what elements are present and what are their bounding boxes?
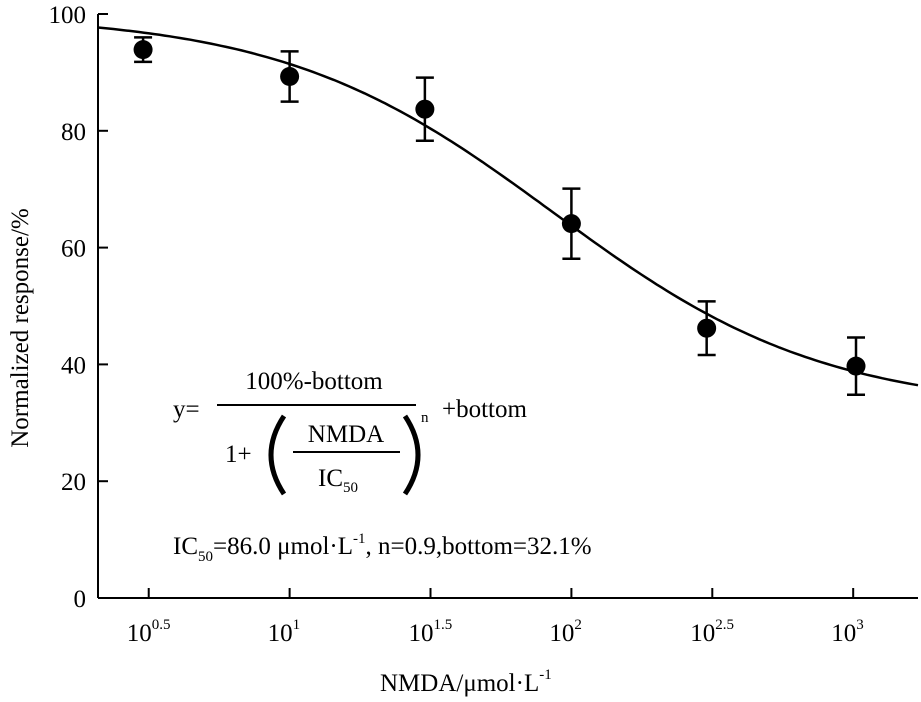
y-tick-label: 0 xyxy=(74,586,87,613)
data-point xyxy=(846,356,866,376)
x-tick-label: 103 xyxy=(831,617,864,647)
x-axis-title: NMDA/μmol·L-1 xyxy=(380,667,552,697)
fit-parameters: IC50=86.0 μmol·L-1, n=0.9,bottom=32.1% xyxy=(173,531,592,565)
x-axis-ticks: 100.5 101 101.5 102 102.5 103 xyxy=(127,588,864,647)
x-axis-title-sup: -1 xyxy=(539,667,552,683)
equation-one-plus: 1+ xyxy=(225,441,252,468)
axes xyxy=(97,14,918,599)
x-tick-label: 101.5 xyxy=(409,617,453,647)
equation-lhs: y= xyxy=(173,396,200,423)
fit-curve-group xyxy=(97,26,919,387)
data-point xyxy=(697,318,717,338)
x-axis-title-main: NMDA/μmol·L xyxy=(380,670,539,697)
data-point xyxy=(133,40,153,60)
fit-curve xyxy=(97,26,919,387)
equation-left-paren xyxy=(268,414,287,496)
equation-right-paren xyxy=(402,414,421,496)
y-tick-label: 20 xyxy=(61,469,86,496)
y-tick-label: 80 xyxy=(61,119,86,146)
equation-exponent: n xyxy=(421,410,429,426)
equation-inner-denominator: IC50 xyxy=(318,465,358,496)
y-axis-title: Normalized response/% xyxy=(7,208,34,448)
fit-equation: y= 100%-bottom 1+ NMDA IC50 n +bottom xyxy=(173,368,527,496)
y-tick-label: 100 xyxy=(49,2,87,29)
equation-numerator: 100%-bottom xyxy=(245,368,383,395)
y-tick-label: 60 xyxy=(61,236,86,263)
equation-inner-numerator: NMDA xyxy=(308,421,384,448)
equation-tail: +bottom xyxy=(442,396,527,423)
data-point xyxy=(561,214,581,234)
y-axis-ticks: 0 20 40 60 80 100 xyxy=(49,2,108,613)
data-points xyxy=(133,36,866,397)
y-tick-label: 40 xyxy=(61,352,86,379)
data-point xyxy=(415,99,435,119)
x-tick-label: 100.5 xyxy=(127,617,171,647)
x-tick-label: 102 xyxy=(549,617,582,647)
data-point xyxy=(280,66,300,86)
x-tick-label: 102.5 xyxy=(690,617,734,647)
x-tick-label: 101 xyxy=(268,617,301,647)
